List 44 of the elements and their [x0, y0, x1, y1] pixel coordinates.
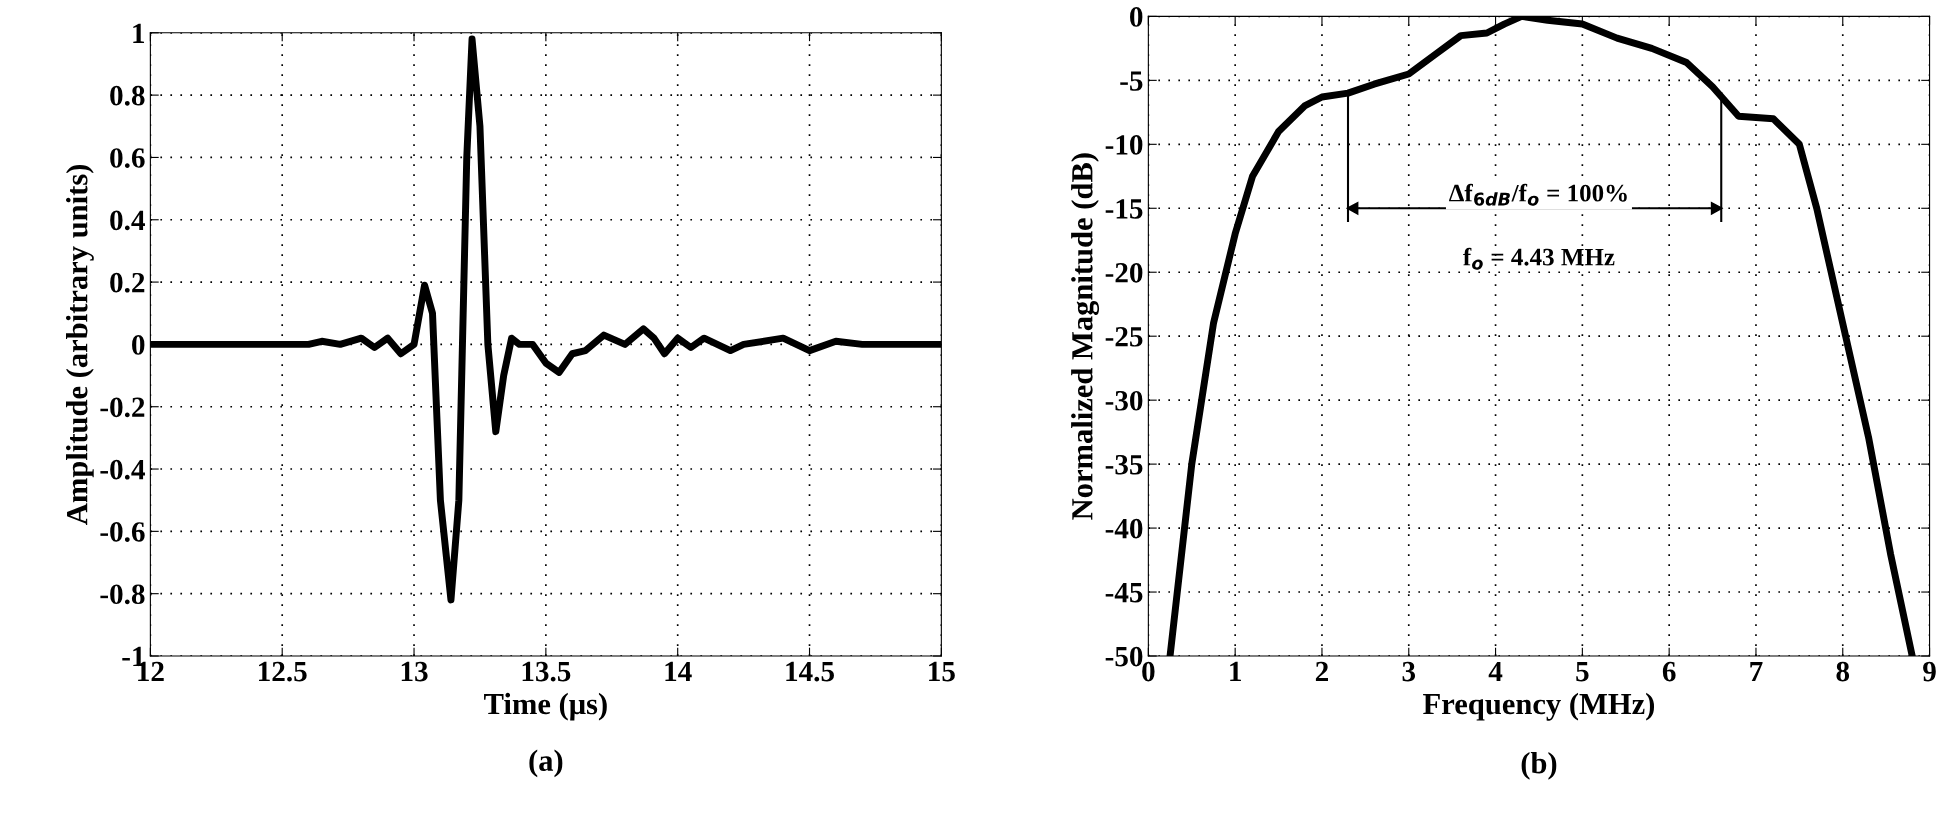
y-tick-label: 0	[1130, 7, 1143, 27]
x-tick-label: 2	[1315, 661, 1328, 682]
x-tick-label: 7	[1750, 662, 1763, 682]
y-axis-title: Amplitude (arbitrary units)	[66, 164, 94, 525]
y-tick-label: -20	[1105, 262, 1143, 283]
x-tick-label: 3	[1402, 661, 1416, 682]
annotation: f$_{o}$ = 4.43 MHz	[1463, 247, 1615, 270]
annotation: Δf$_{6dB}$/f$_{o}$ = 100%	[1449, 183, 1627, 206]
x-axis-title: Frequency (MHz)	[1423, 692, 1655, 721]
x-tick-label: 13	[401, 661, 428, 682]
y-tick-label: 0.4	[110, 210, 145, 231]
y-axis-title: Normalized Magnitude (dB)	[1071, 153, 1100, 520]
x-tick-label: 6	[1662, 661, 1676, 682]
x-tick-label: 5	[1576, 662, 1589, 682]
y-tick-label: -45	[1105, 582, 1143, 603]
y-tick-label: -0.6	[100, 522, 145, 542]
x-tick-label: 9	[1923, 661, 1936, 682]
x-tick-label: 14	[665, 661, 692, 682]
y-tick-label: -10	[1105, 135, 1143, 155]
y-tick-label: -15	[1105, 199, 1143, 219]
text: (a)	[529, 749, 563, 778]
x-tick-label: 1	[1230, 661, 1241, 682]
x-tick-label: 15	[929, 661, 955, 682]
y-tick-label: -35	[1105, 454, 1143, 475]
y-tick-label: -0.4	[100, 459, 145, 480]
x-axis-title: Time (μs)	[484, 692, 607, 721]
y-tick-label: 0.2	[110, 272, 145, 293]
y-tick-label: -40	[1105, 518, 1143, 539]
y-tick-label: 0.6	[110, 148, 145, 168]
x-tick-label: 13.5	[522, 661, 571, 682]
x-tick-label: 14.5	[786, 661, 834, 682]
y-tick-label: 1	[133, 23, 145, 43]
x-tick-label: 12.5	[259, 661, 307, 682]
y-tick-label: 0	[132, 335, 145, 355]
y-tick-label: -0.2	[100, 397, 145, 418]
y-tick-label: -25	[1105, 327, 1143, 347]
text: (b)	[1521, 751, 1557, 780]
y-tick-label: -0.8	[100, 584, 145, 605]
y-tick-label: -5	[1120, 71, 1143, 91]
x-tick-label: 4	[1488, 661, 1503, 682]
y-tick-label: -30	[1105, 390, 1143, 411]
y-tick-label: 0.8	[110, 85, 145, 106]
x-tick-label: 8	[1836, 661, 1850, 682]
y-tick-label: -50	[1105, 646, 1143, 667]
